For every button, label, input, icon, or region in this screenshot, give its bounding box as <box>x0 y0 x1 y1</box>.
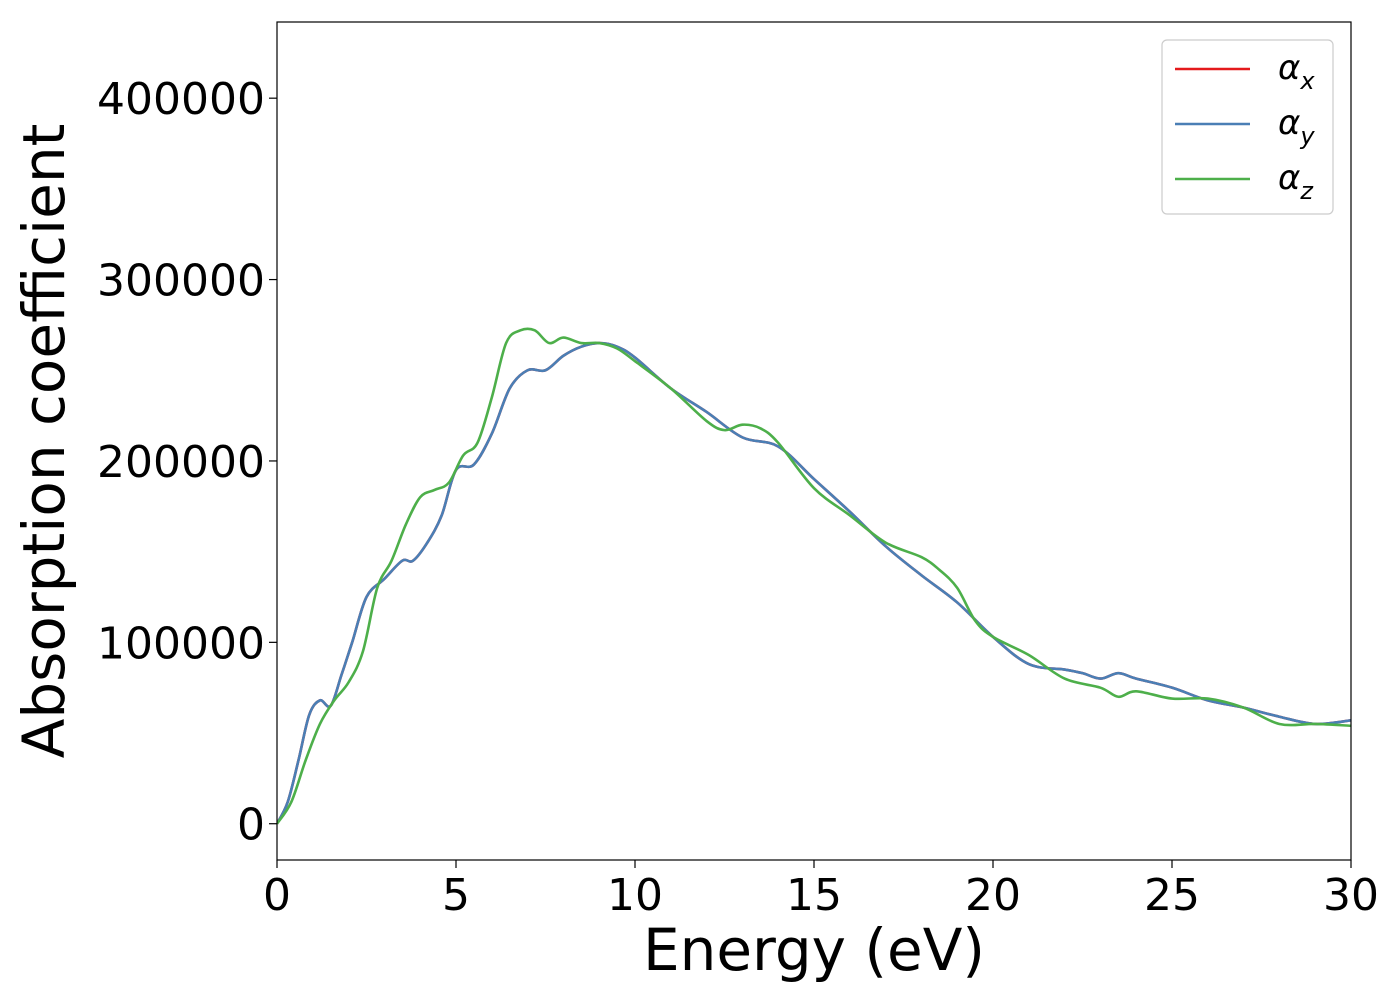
y-axis: 0 100000 200000 300000 400000 <box>97 74 277 851</box>
series-line-alpha-z <box>277 327 1351 825</box>
x-tick-label: 25 <box>1144 870 1200 921</box>
y-tick-label: 300000 <box>97 256 265 307</box>
series-line-alpha-y <box>277 341 1351 825</box>
y-tick-label: 200000 <box>97 437 265 488</box>
x-tick-label: 0 <box>263 870 291 921</box>
x-tick-label: 30 <box>1323 870 1379 921</box>
y-tick-label: 400000 <box>97 74 265 125</box>
y-axis-label: Absorption coefficient <box>10 124 78 759</box>
x-axis-label: Energy (eV) <box>643 916 985 984</box>
x-tick-label: 10 <box>607 870 663 921</box>
y-tick-label: 0 <box>237 800 265 851</box>
legend-box <box>1161 39 1334 215</box>
x-axis: 0 5 10 15 20 25 30 <box>263 860 1379 921</box>
x-tick-label: 20 <box>965 870 1021 921</box>
series-layer <box>277 327 1351 825</box>
y-tick-label: 100000 <box>97 618 265 669</box>
x-tick-label: 15 <box>786 870 842 921</box>
series-line-alpha-x <box>277 341 1351 825</box>
x-tick-label: 5 <box>442 870 470 921</box>
